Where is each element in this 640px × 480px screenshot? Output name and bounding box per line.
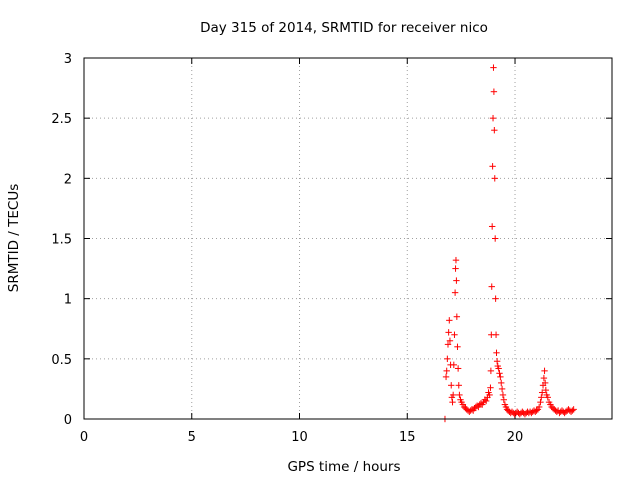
data-point xyxy=(538,394,545,401)
data-point xyxy=(486,391,493,399)
plot-frame xyxy=(83,57,613,420)
data-point xyxy=(490,64,497,71)
data-point xyxy=(497,373,504,381)
data-point xyxy=(452,265,459,272)
data-point xyxy=(445,329,452,336)
data-point xyxy=(487,384,494,391)
x-tick-label: 0 xyxy=(80,430,88,445)
data-point xyxy=(453,277,460,284)
y-tick-label: 0.5 xyxy=(51,353,72,368)
data-point xyxy=(488,223,496,230)
y-tick-label: 3 xyxy=(64,52,72,67)
axis-ticks: 0 5 10 15 20 0 0.5 1 1.5 2 2.5 3 xyxy=(51,52,612,445)
data-point xyxy=(538,389,546,396)
data-point xyxy=(491,127,498,134)
data-point xyxy=(498,385,506,393)
data-point xyxy=(488,283,495,290)
x-tick-label: 10 xyxy=(291,430,308,445)
x-tick-label: 5 xyxy=(188,430,196,445)
data-point xyxy=(449,398,456,406)
y-tick-label: 2.5 xyxy=(51,112,72,127)
data-point xyxy=(442,373,450,381)
data-point xyxy=(496,370,503,377)
data-point xyxy=(493,349,500,357)
data-point xyxy=(454,343,461,350)
data-point xyxy=(540,374,548,382)
data-point xyxy=(452,256,460,264)
data-point xyxy=(446,317,453,324)
data-point xyxy=(533,407,540,414)
data-point xyxy=(444,341,452,348)
data-point xyxy=(456,391,463,399)
data-point xyxy=(492,331,500,338)
x-tick-label: 20 xyxy=(507,430,524,445)
data-point xyxy=(451,331,458,338)
data-points xyxy=(441,64,577,423)
data-point xyxy=(570,406,577,413)
data-point xyxy=(499,391,507,399)
y-tick-label: 1.5 xyxy=(51,233,72,248)
data-point xyxy=(569,407,576,414)
data-point xyxy=(489,114,497,122)
data-point xyxy=(541,367,548,375)
data-point xyxy=(498,379,505,387)
data-point xyxy=(454,365,462,372)
data-point xyxy=(453,313,461,320)
grid-lines xyxy=(84,58,612,419)
data-point xyxy=(492,295,499,302)
data-point xyxy=(443,367,450,375)
y-tick-label: 1 xyxy=(64,293,72,308)
x-axis-label: GPS time / hours xyxy=(287,459,400,475)
data-point xyxy=(544,394,551,401)
data-point xyxy=(541,379,549,387)
data-point xyxy=(482,397,490,405)
data-point xyxy=(495,365,502,372)
data-point xyxy=(535,403,543,411)
y-tick-label: 0 xyxy=(64,413,72,428)
data-point xyxy=(493,358,501,365)
data-point xyxy=(500,396,508,403)
data-point xyxy=(446,337,454,344)
data-point xyxy=(487,367,495,375)
data-point xyxy=(490,88,498,95)
data-point xyxy=(491,175,498,182)
y-tick-label: 2 xyxy=(64,172,72,187)
chart-title: Day 315 of 2014, SRMTID for receiver nic… xyxy=(200,20,488,36)
data-point xyxy=(448,382,455,389)
data-point xyxy=(451,289,459,296)
data-point xyxy=(491,235,499,242)
data-point xyxy=(537,398,544,406)
y-axis-label: SRMTID / TECUs xyxy=(6,184,22,292)
data-point xyxy=(489,163,496,170)
data-point xyxy=(542,386,550,394)
data-point xyxy=(455,382,462,389)
data-point xyxy=(444,355,451,363)
data-point xyxy=(449,391,457,399)
x-tick-label: 15 xyxy=(399,430,416,445)
data-point xyxy=(450,361,458,369)
